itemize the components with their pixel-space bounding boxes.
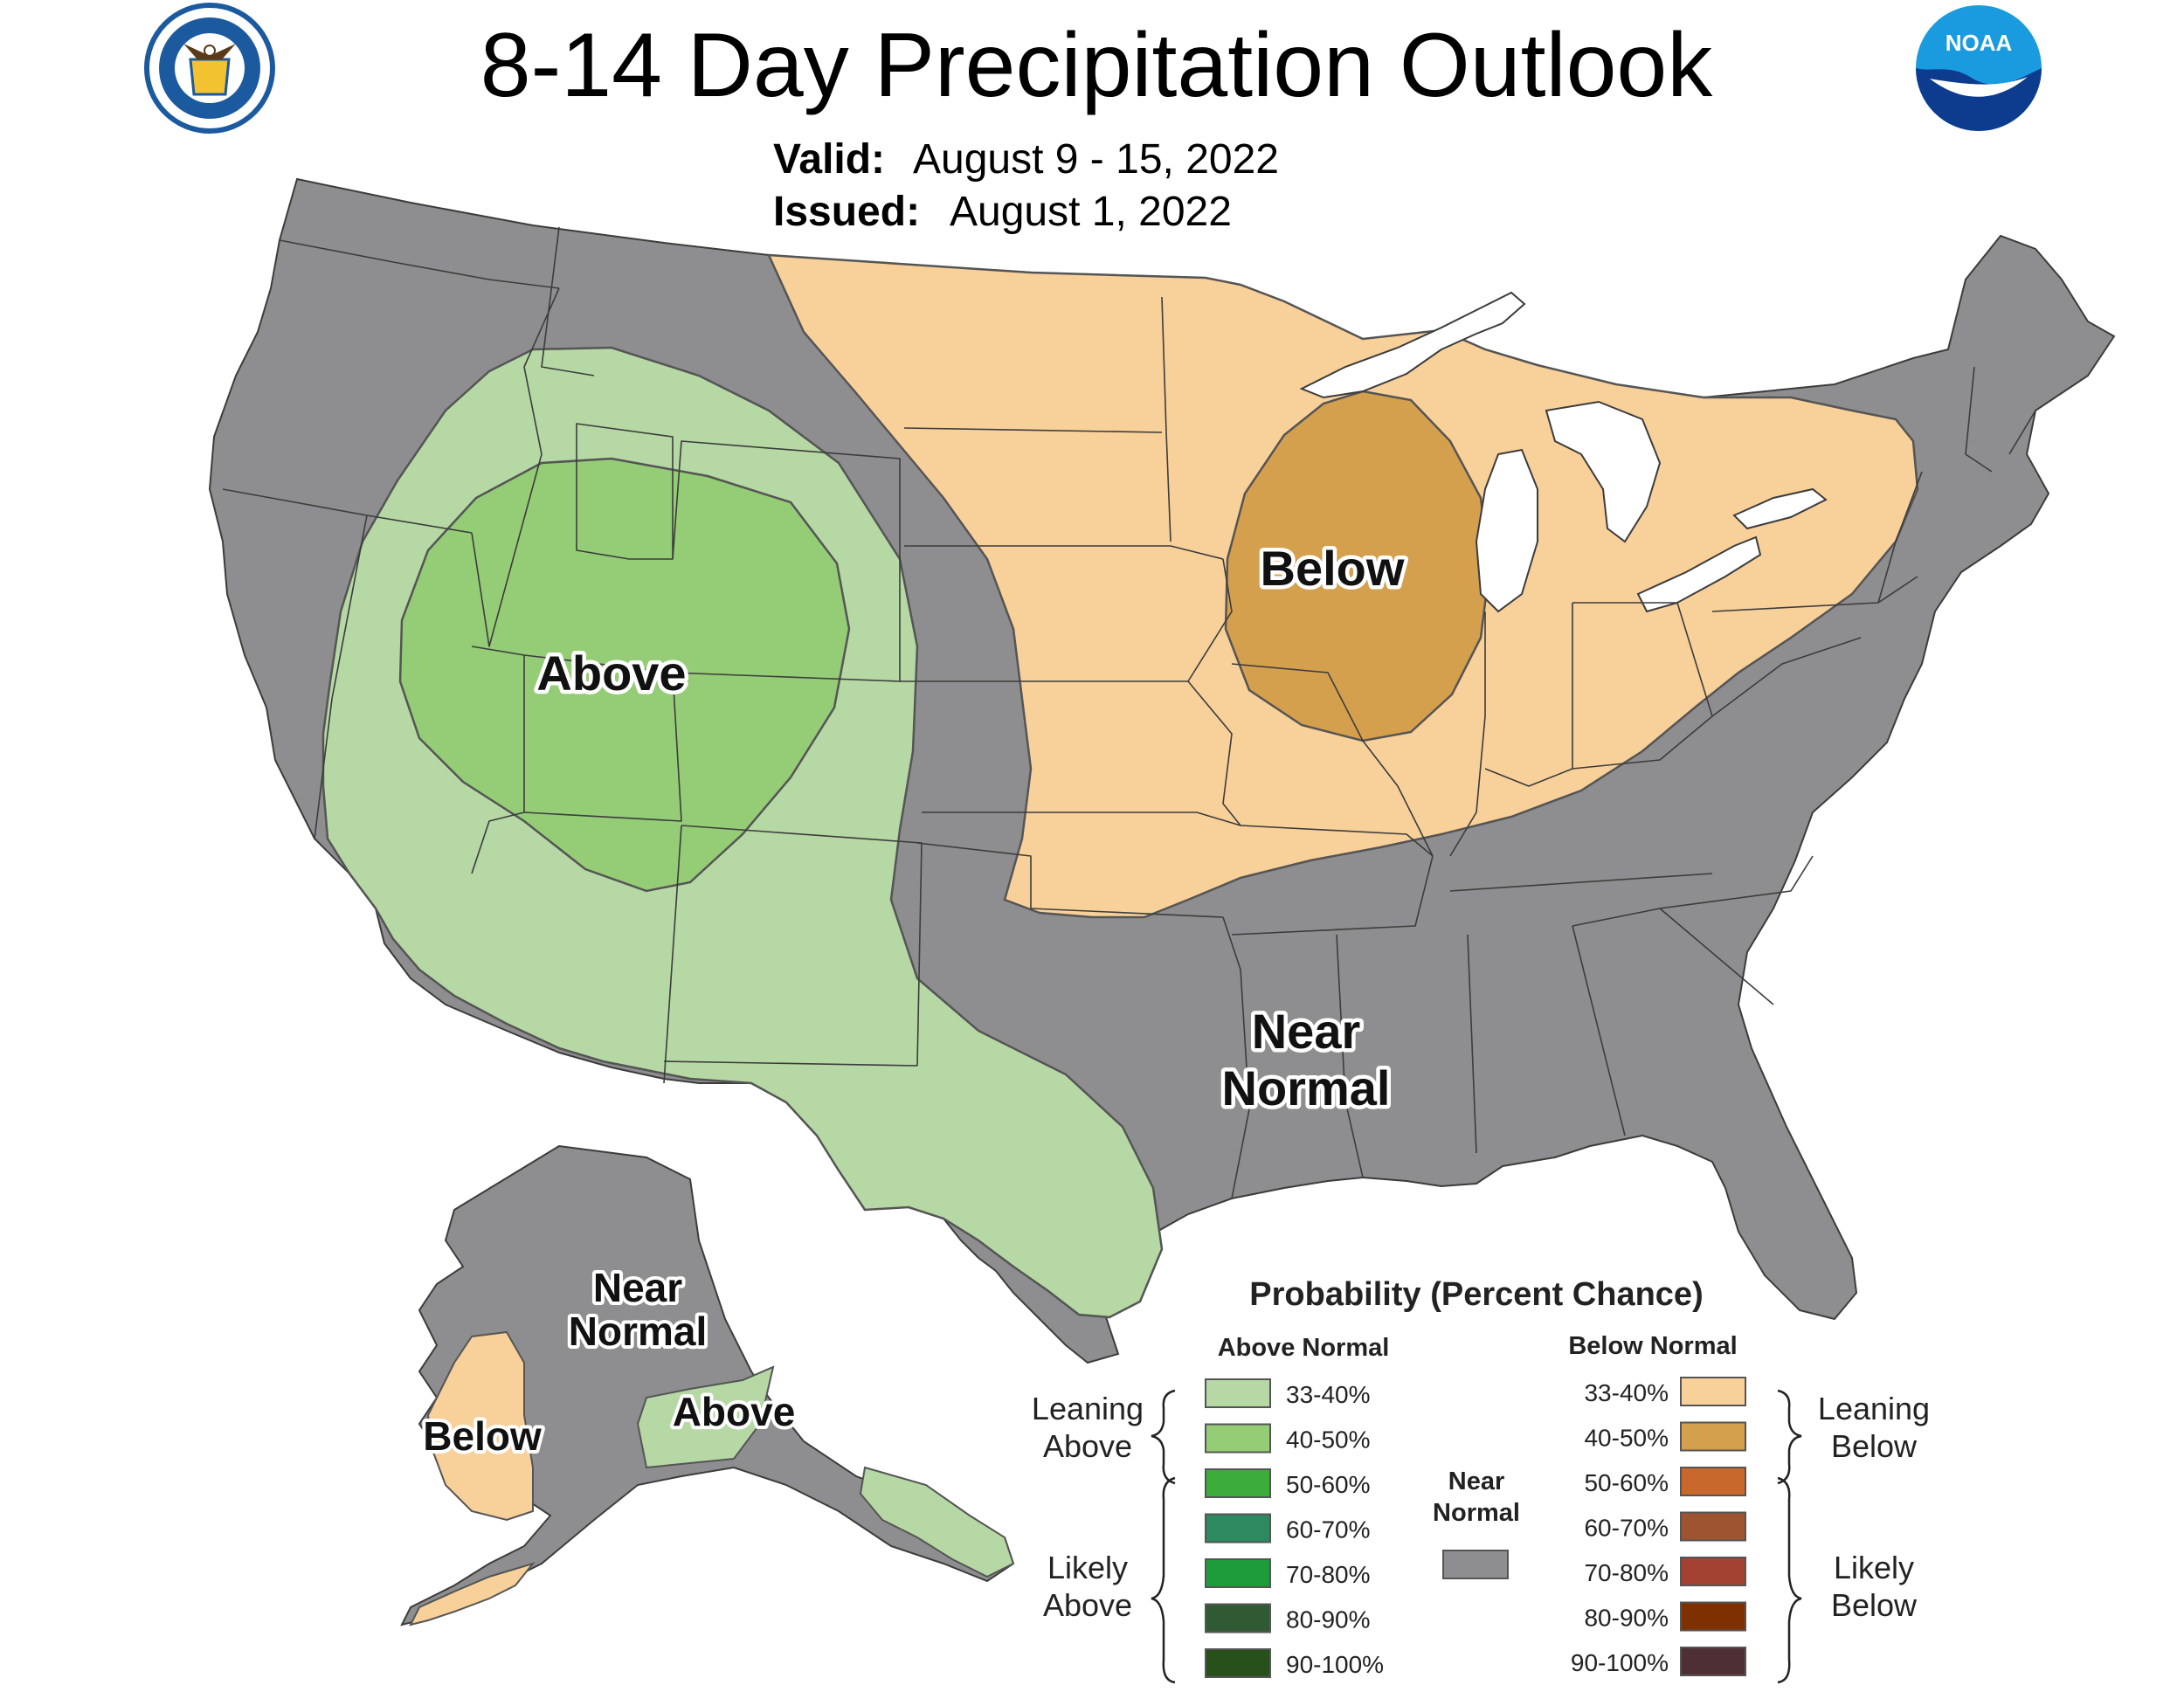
lake-superior	[1299, 291, 1526, 399]
legend-brace-likely-above	[1151, 1476, 1176, 1684]
legend-above-swatch	[1205, 1513, 1271, 1544]
legend-above-pct: 40-50%	[1286, 1426, 1371, 1454]
valid-label: Valid:	[773, 136, 885, 183]
noaa-logo-icon: NOAA	[1916, 5, 2042, 131]
legend-below-swatch	[1680, 1601, 1746, 1632]
legend-brace-leaning-above	[1151, 1389, 1176, 1485]
legend-near-normal-swatch	[1442, 1550, 1509, 1579]
legend-near-normal-label-1: Near	[1448, 1468, 1505, 1495]
conus-above-label: Above	[536, 646, 686, 701]
legend-below-swatch	[1680, 1511, 1746, 1542]
alaska-below-33-40-peninsula	[409, 1562, 536, 1626]
legend-leaning-below-2: Below	[1831, 1428, 1918, 1464]
department-of-commerce-seal-icon	[144, 3, 275, 134]
alaska-panhandle-above-region	[859, 1466, 1015, 1578]
valid-value: August 9 - 15, 2022	[913, 136, 1279, 183]
ak-above-label: Above	[673, 1389, 796, 1434]
ak-below-label: Below	[423, 1413, 542, 1459]
legend-below-pct: 90-100%	[1571, 1649, 1669, 1676]
legend-below-swatch	[1680, 1377, 1746, 1406]
legend-leaning-above-1: Leaning	[1032, 1391, 1144, 1426]
legend-below-swatch	[1680, 1647, 1746, 1676]
legend-likely-above-1: Likely	[1047, 1550, 1128, 1585]
conus-above-40-50-region	[398, 457, 851, 893]
great-lakes	[1299, 291, 1828, 613]
legend-likely-below-1: Likely	[1834, 1550, 1914, 1585]
legend-above-swatch	[1205, 1648, 1271, 1678]
legend-above-rows: 33-40% 40-50% 50-60% 60-70% 70-80% 80-90% 90-1…	[1205, 1378, 1384, 1678]
legend-below-pct: 33-40%	[1584, 1379, 1669, 1406]
legend-below-swatch	[1680, 1467, 1746, 1496]
state-boundaries	[222, 226, 2036, 1199]
legend-near-normal-label-2: Normal	[1433, 1499, 1520, 1527]
legend-above-pct: 33-40%	[1286, 1381, 1371, 1408]
lake-ontario	[1732, 487, 1828, 530]
legend-above-pct: 90-100%	[1286, 1651, 1384, 1678]
page-title: 8-14 Day Precipitation Outlook	[480, 15, 1714, 116]
legend-above-swatch	[1205, 1423, 1271, 1454]
lake-huron	[1545, 400, 1662, 543]
lake-erie	[1636, 535, 1762, 613]
legend: Probability (Percent Chance) Above Norma…	[1032, 1276, 1930, 1684]
legend-leaning-below-1: Leaning	[1818, 1391, 1930, 1426]
legend-above-pct: 60-70%	[1286, 1516, 1371, 1544]
issued-value: August 1, 2022	[950, 189, 1232, 235]
legend-below-pct: 40-50%	[1584, 1425, 1669, 1452]
alaska-above-33-40-region	[636, 1365, 775, 1469]
legend-likely-above-2: Above	[1043, 1587, 1132, 1623]
legend-below-pct: 70-80%	[1584, 1559, 1669, 1586]
conus-below-label: Below	[1261, 541, 1405, 596]
legend-above-header: Above Normal	[1218, 1334, 1390, 1362]
legend-below-pct: 60-70%	[1584, 1515, 1669, 1542]
legend-above-swatch	[1205, 1378, 1271, 1408]
ak-near-normal-label-2: Normal	[569, 1309, 707, 1354]
conus-near-normal-label-2: Normal	[1222, 1060, 1391, 1115]
conus-near-normal-label-1: Near	[1252, 1004, 1361, 1059]
ak-near-normal-label-1: Near	[593, 1265, 682, 1310]
legend-title: Probability (Percent Chance)	[1249, 1276, 1703, 1313]
legend-above-swatch	[1205, 1468, 1271, 1498]
legend-brace-leaning-below	[1777, 1389, 1802, 1485]
legend-below-pct: 50-60%	[1584, 1469, 1669, 1496]
legend-below-pct: 80-90%	[1584, 1605, 1669, 1632]
legend-above-swatch	[1205, 1603, 1271, 1633]
legend-brace-likely-below	[1777, 1476, 1802, 1684]
alaska-below-33-40-region	[426, 1330, 534, 1522]
lake-michigan	[1475, 448, 1538, 613]
alaska	[400, 1144, 1015, 1626]
legend-likely-below-2: Below	[1831, 1587, 1918, 1623]
legend-below-header: Below Normal	[1568, 1332, 1737, 1360]
legend-below-swatch	[1680, 1557, 1746, 1586]
noaa-logo-text: NOAA	[1946, 30, 2013, 56]
legend-above-pct: 50-60%	[1286, 1471, 1371, 1498]
legend-below-swatch	[1680, 1421, 1746, 1452]
legend-above-swatch	[1205, 1558, 1271, 1588]
legend-above-pct: 70-80%	[1286, 1561, 1371, 1588]
issued-label: Issued:	[773, 189, 920, 235]
legend-above-pct: 80-90%	[1286, 1606, 1371, 1633]
legend-below-rows: 33-40% 40-50% 50-60% 60-70% 70-80% 80-90% 90-1…	[1571, 1377, 1746, 1676]
legend-leaning-above-2: Above	[1043, 1428, 1132, 1464]
